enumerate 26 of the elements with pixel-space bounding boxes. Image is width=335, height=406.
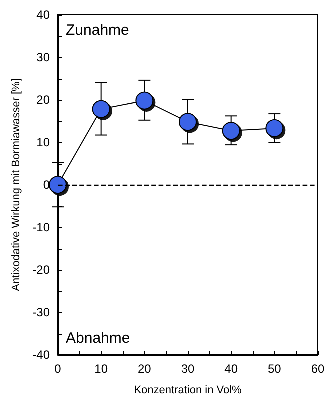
x-tick-label: 0 <box>54 362 62 376</box>
x-tick-label: 10 <box>94 362 108 376</box>
point <box>92 100 110 118</box>
point <box>266 119 284 138</box>
x-tick-label: 60 <box>311 362 325 376</box>
y-tick-label: 40 <box>36 8 50 22</box>
point <box>136 92 154 110</box>
point <box>179 113 197 132</box>
point <box>222 122 240 140</box>
x-axis-title: Konzentration in Vol% <box>134 384 242 396</box>
y-tick-label: 30 <box>36 50 50 64</box>
y-tick-label: 0 <box>43 178 50 192</box>
point <box>49 176 67 194</box>
y-axis-title: Antixodative Wirkung mit Bormiawasser [%] <box>10 78 22 292</box>
y-tick-label: -20 <box>32 263 50 277</box>
annotation: Abnahme <box>66 330 130 347</box>
x-tick-label: 50 <box>268 362 282 376</box>
x-tick-label: 20 <box>138 362 152 376</box>
y-tick-label: 10 <box>36 136 50 150</box>
y-tick-label: -30 <box>32 306 50 320</box>
y-tick-label: -40 <box>32 348 50 362</box>
x-tick-label: 40 <box>224 362 238 376</box>
y-tick-label: -10 <box>32 220 50 234</box>
y-tick-label: 20 <box>36 93 50 107</box>
annotation: Zunahme <box>66 22 130 39</box>
x-tick-label: 30 <box>181 362 195 376</box>
